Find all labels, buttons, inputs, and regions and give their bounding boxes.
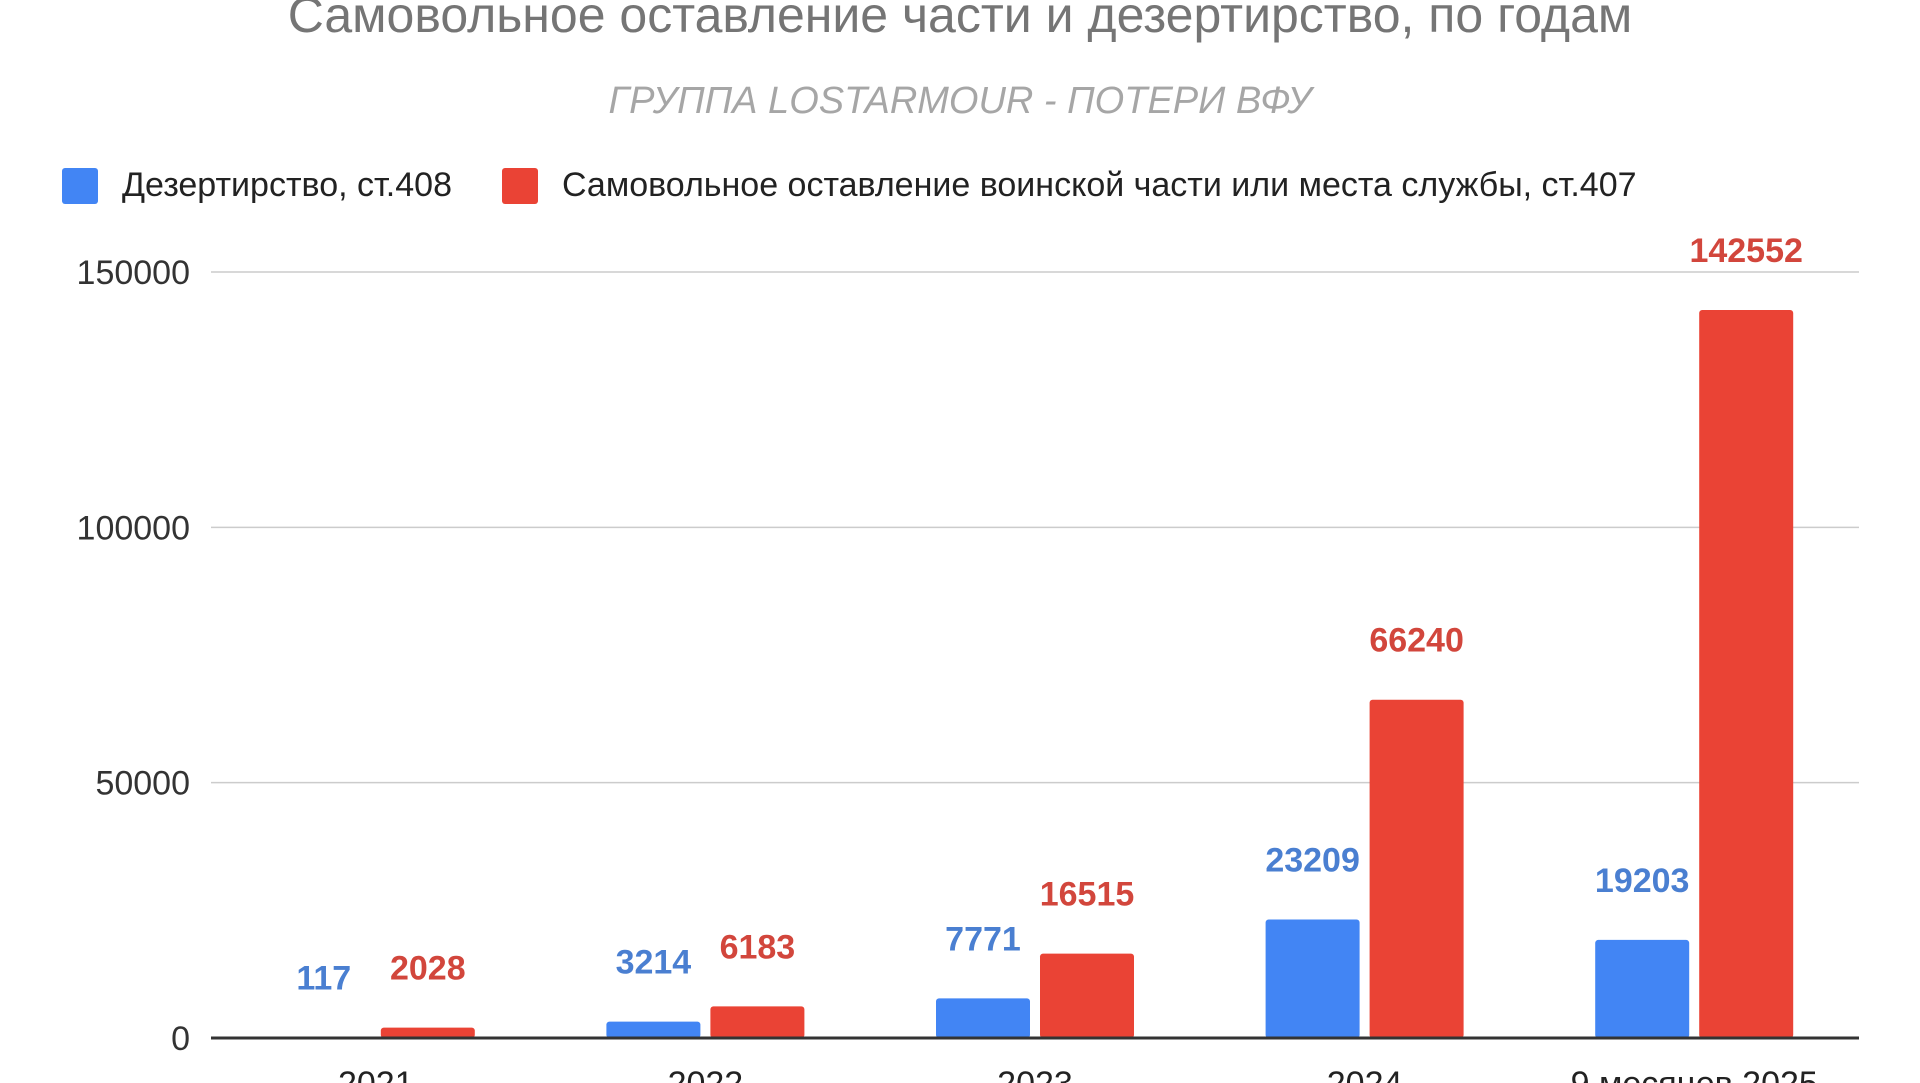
bar [606, 1021, 701, 1038]
legend-swatch [62, 167, 98, 204]
chart-title: Самовольное оставление части и дезертирс… [287, 0, 1633, 43]
legend-item-awol[interactable]: Самовольное оставление воинской части ил… [501, 166, 1637, 205]
data-label: 117 [296, 959, 351, 997]
chart-subtitle: ГРУППА LOSTARMOUR - ПОТЕРИ ВФУ [608, 80, 1312, 122]
data-label: 19203 [1595, 862, 1690, 900]
bar [936, 998, 1030, 1038]
data-label: 16515 [1040, 876, 1135, 914]
y-tick-label: 100000 [77, 509, 190, 547]
x-tick-label: 2023 [997, 1065, 1073, 1083]
data-label: 7771 [945, 920, 1021, 958]
bar [1595, 939, 1690, 1038]
x-tick-label: 2021 [338, 1065, 414, 1083]
y-tick-label: 50000 [95, 765, 190, 803]
legend-item-desertion[interactable]: Дезертирство, ст.408 [62, 166, 452, 205]
bar [710, 1006, 805, 1038]
data-label: 6183 [720, 928, 796, 966]
legend-label: Дезертирство, ст.408 [122, 166, 452, 204]
data-label: 23209 [1265, 841, 1360, 879]
x-tick-label: 9 месяцев 2025 [1571, 1065, 1818, 1083]
x-tick-label: 2024 [1327, 1065, 1403, 1083]
data-label: 142552 [1689, 232, 1802, 270]
data-label: 66240 [1369, 622, 1464, 660]
legend-swatch [501, 167, 538, 204]
x-tick-label: 2022 [668, 1065, 744, 1083]
data-label: 2028 [390, 950, 466, 988]
legend-label: Самовольное оставление воинской части ил… [561, 166, 1637, 204]
bar [380, 1027, 475, 1038]
y-tick-label: 150000 [77, 254, 190, 292]
bar [1265, 919, 1360, 1038]
bar [1040, 953, 1134, 1038]
bar [1369, 699, 1464, 1038]
legend: Дезертирство, ст.408 Самовольное оставле… [62, 166, 1687, 205]
y-tick-label: 0 [171, 1020, 190, 1058]
data-label: 3214 [616, 944, 692, 982]
bar [1699, 310, 1794, 1039]
